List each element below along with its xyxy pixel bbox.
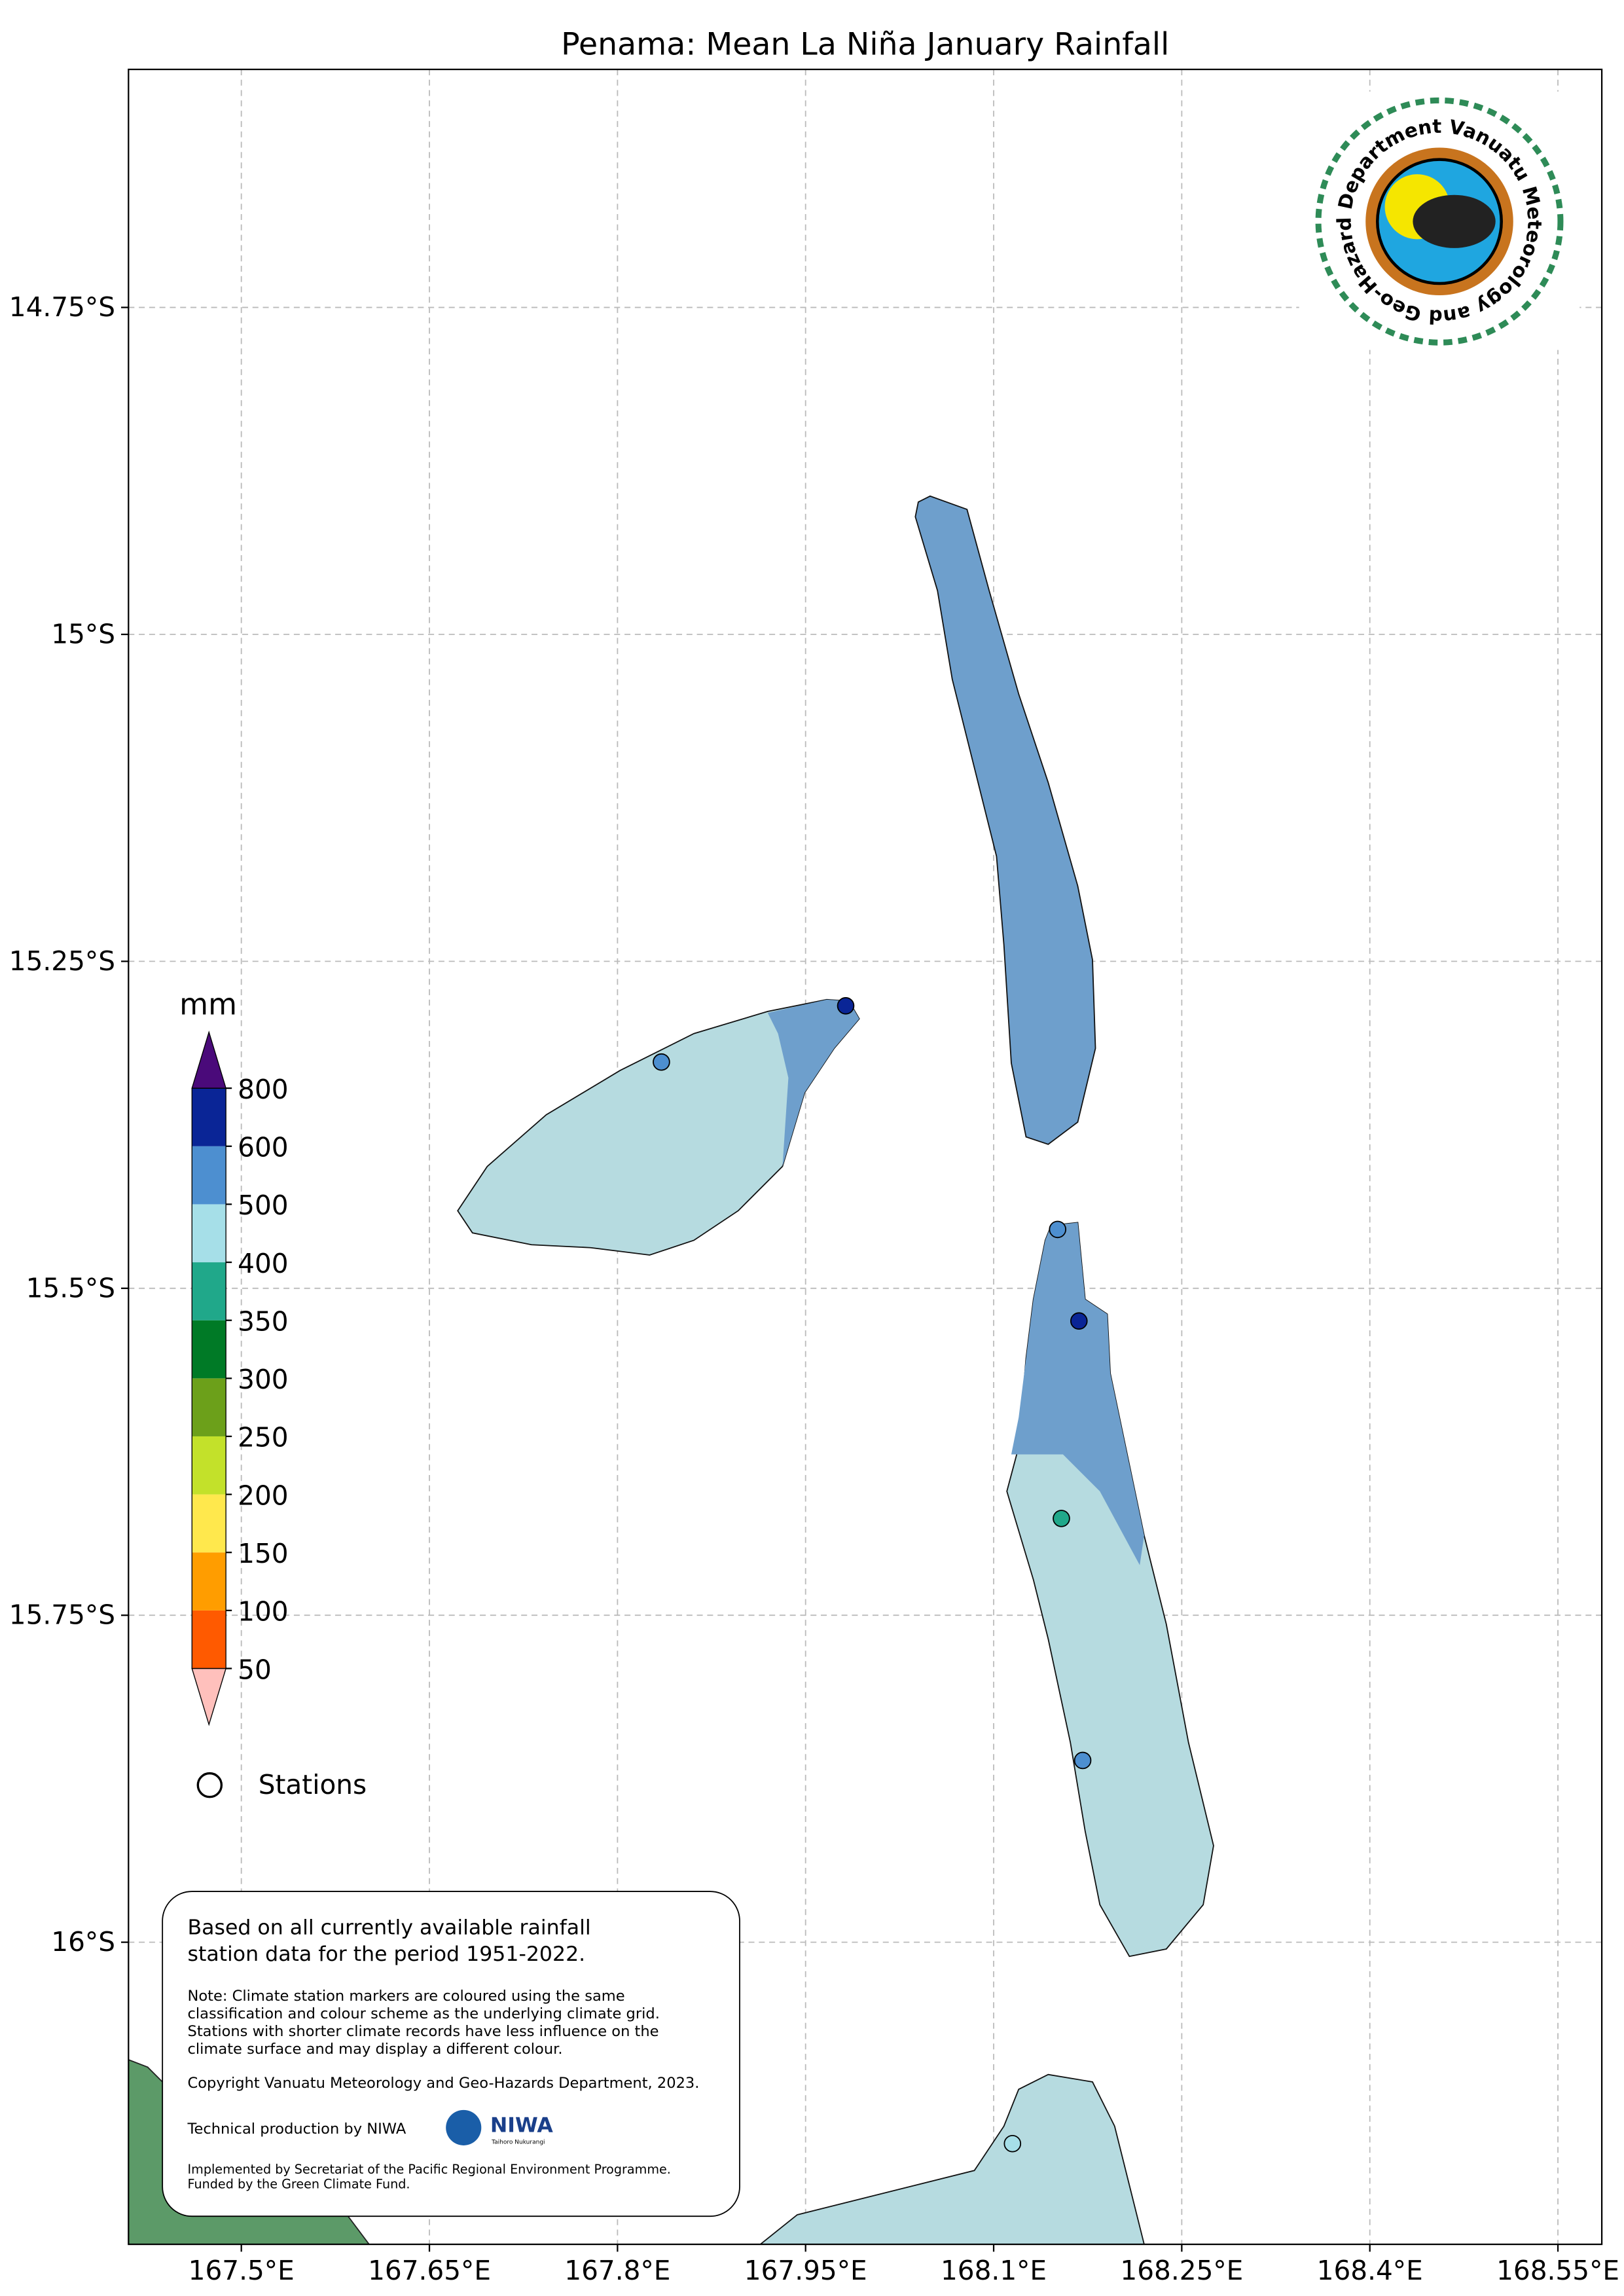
colorbar-segment <box>192 1552 226 1611</box>
map-background <box>128 69 1602 2245</box>
colorbar-label: 400 <box>238 1248 288 1279</box>
colorbar-label: 150 <box>238 1538 288 1569</box>
x-tick-label: 168.1°E <box>941 2255 1047 2286</box>
colorbar-segment <box>192 1610 226 1669</box>
colorbar-label: 350 <box>238 1305 288 1337</box>
note-box: Based on all currently available rainfal… <box>162 1891 740 2217</box>
y-tick-label: 15°S <box>51 619 115 650</box>
station-marker <box>1003 2134 1022 2153</box>
colorbar-unit: mm <box>179 987 237 1021</box>
colorbar-label: 500 <box>238 1190 288 1221</box>
island-pentecost-wet <box>1011 1222 1144 1565</box>
legend-station-symbol <box>196 1772 223 1798</box>
station-marker <box>837 996 855 1015</box>
note-body: classification and colour scheme as the … <box>188 2005 660 2022</box>
x-tick-label: 167.8°E <box>564 2255 670 2286</box>
map-title: Penama: Mean La Niña January Rainfall <box>561 26 1169 62</box>
colorbar-label: 200 <box>238 1480 288 1511</box>
niwa-logo-sub: Taihoro Nukurangi <box>491 2140 545 2146</box>
y-tick-label: 15.5°S <box>26 1272 115 1303</box>
island-ambrym <box>759 2073 1145 2245</box>
x-tick-label: 168.55°E <box>1496 2255 1619 2286</box>
note-copyright: Copyright Vanuatu Meteorology and Geo-Ha… <box>188 2075 700 2092</box>
island-maewo <box>914 495 1096 1145</box>
colorbar-label: 800 <box>238 1074 288 1105</box>
colorbar-segment <box>192 1146 226 1205</box>
colorbar-label: 300 <box>238 1364 288 1395</box>
station-marker <box>1070 1312 1088 1330</box>
x-tick-label: 168.25°E <box>1120 2255 1243 2286</box>
colorbar-label: 250 <box>238 1422 288 1453</box>
station-marker <box>1074 1751 1092 1770</box>
colorbar-segment <box>192 1436 226 1495</box>
stations <box>653 996 1092 2153</box>
x-tick-label: 168.4°E <box>1317 2255 1423 2286</box>
station-marker <box>1049 1220 1067 1239</box>
y-tick-label: 15.75°S <box>9 1599 115 1631</box>
note-headline: station data for the period 1951-2022. <box>188 1942 586 1966</box>
note-funding: Implemented by Secretariat of the Pacifi… <box>188 2162 671 2177</box>
note-body: Note: Climate station markers are colour… <box>188 1988 625 2005</box>
colorbar-segment <box>192 1088 226 1146</box>
x-tick-label: 167.5°E <box>189 2255 295 2286</box>
y-tick-label: 15.25°S <box>9 945 115 977</box>
colorbar-segment <box>192 1204 226 1263</box>
colorbar-segment <box>192 1494 226 1553</box>
station-marker <box>653 1053 670 1071</box>
y-tick-label: 16°S <box>51 1926 115 1958</box>
station-marker <box>1053 1510 1070 1527</box>
colorbar-segment <box>192 1320 226 1379</box>
note-production: Technical production by NIWA <box>187 2121 406 2138</box>
logo-wreath <box>1315 97 1564 346</box>
colorbar-label: 50 <box>238 1654 272 1685</box>
note-body: climate surface and may display a differ… <box>188 2041 563 2058</box>
colorbar: mm 50 100 150 200 250 300 350 400 500 600 800 <box>179 987 289 1726</box>
y-tick-label: 14.75°S <box>9 291 115 323</box>
note-funding: Funded by the Green Climate Fund. <box>188 2176 410 2191</box>
colorbar-label: 600 <box>238 1132 288 1163</box>
note-headline: Based on all currently available rainfal… <box>188 1916 591 1939</box>
colorbar-segment <box>192 1262 226 1321</box>
note-frame <box>162 1891 740 2217</box>
map-frame <box>128 68 1603 2246</box>
logo-cloud <box>1413 194 1496 248</box>
x-tick-label: 167.95°E <box>744 2255 867 2286</box>
x-tick-label: 167.65°E <box>368 2255 491 2286</box>
colorbar-segment <box>192 1378 226 1436</box>
niwa-icon <box>446 2109 482 2145</box>
legend-station-label: Stations <box>259 1769 367 1800</box>
niwa-logo-text: NIWA <box>490 2114 554 2138</box>
colorbar-label: 100 <box>238 1596 288 1628</box>
axis-ticks: 167.5°E 167.65°E 167.8°E 167.95°E 168.1°E 168… <box>9 291 1619 2286</box>
note-body: Stations with shorter climate records ha… <box>188 2023 659 2040</box>
island-ambae-wet <box>767 999 859 1167</box>
